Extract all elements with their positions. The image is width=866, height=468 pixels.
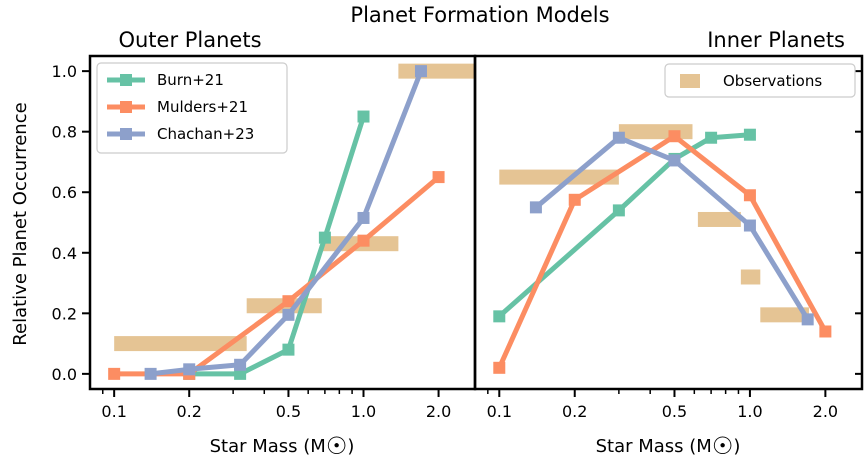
x-tick-label: 1.0 (737, 402, 762, 421)
data-point (234, 358, 247, 371)
observation-band (697, 211, 741, 227)
data-point (668, 130, 681, 143)
x-tick-label: 0.5 (276, 402, 301, 421)
legend-marker (120, 74, 132, 86)
y-tick-label: 0.2 (52, 304, 77, 323)
observation-band (499, 169, 619, 185)
x-axis-label-outer: Star Mass (M☉) (210, 432, 355, 460)
x-tick-label: 0.1 (101, 402, 126, 421)
data-point (183, 363, 196, 376)
data-point (282, 343, 295, 356)
legend-label: Burn+21 (157, 71, 224, 89)
data-point (568, 193, 581, 206)
series-line (150, 70, 424, 377)
observation-band (398, 63, 475, 79)
panel-title-inner: Inner Planets (707, 28, 845, 52)
data-point (357, 234, 370, 247)
data-point (743, 128, 756, 141)
data-point (705, 131, 718, 144)
x-tick-label: 2.0 (813, 402, 838, 421)
chart-title: Planet Formation Models (350, 3, 609, 27)
data-point (819, 325, 832, 338)
observation-band (740, 269, 761, 285)
data-point (144, 367, 157, 380)
y-tick-label: 0.4 (52, 244, 77, 263)
x-tick-label: 2.0 (426, 402, 451, 421)
legend-label: Observations (723, 72, 822, 90)
legend-marker (120, 101, 132, 113)
x-tick-label: 1.0 (351, 402, 376, 421)
x-tick-label: 0.1 (487, 402, 512, 421)
y-tick-label: 0.0 (52, 365, 77, 384)
legend-box (664, 63, 856, 98)
legend-marker (120, 128, 132, 140)
y-tick-label: 1.0 (52, 62, 77, 81)
x-tick-label: 0.5 (662, 402, 687, 421)
data-point (357, 211, 370, 224)
observation-band (114, 336, 247, 352)
data-point (318, 231, 331, 244)
data-point (414, 65, 427, 78)
x-tick-label: 0.2 (176, 402, 201, 421)
data-point (432, 171, 445, 184)
y-tick-label: 0.6 (52, 183, 77, 202)
y-tick-label: 0.8 (52, 123, 77, 142)
panel-inner-planets: 0.1 0.2 0.5 1.0 2.0 Observations (473, 54, 864, 421)
panel-title-outer: Outer Planets (118, 28, 261, 52)
data-point (529, 201, 542, 214)
data-point (282, 295, 295, 308)
data-point (743, 219, 756, 232)
observation-band (760, 307, 809, 323)
legend-label: Chachan+23 (157, 125, 254, 143)
panel-outer-planets: 0.1 0.2 0.5 1.0 2.0 0.0 0.2 0.4 0.6 0.8 1.0 Burn+21… (52, 54, 477, 421)
x-axis-label-inner: Star Mass (M☉) (596, 432, 741, 460)
data-point (612, 204, 625, 217)
data-point (493, 361, 506, 374)
plot-frame (473, 54, 864, 391)
data-point (357, 110, 370, 123)
data-point (234, 367, 247, 380)
data-point (108, 367, 121, 380)
x-tick-label: 0.2 (562, 402, 587, 421)
legend-observation-swatch (680, 74, 700, 88)
data-point (493, 310, 506, 323)
data-point (282, 308, 295, 321)
legend-label: Mulders+21 (157, 98, 248, 116)
legend-box (96, 62, 288, 154)
data-point (801, 313, 814, 326)
observation-band (618, 124, 693, 140)
data-point (668, 154, 681, 167)
data-point (612, 131, 625, 144)
y-axis-label: Relative Planet Occurrence (10, 102, 31, 345)
data-point (743, 189, 756, 202)
